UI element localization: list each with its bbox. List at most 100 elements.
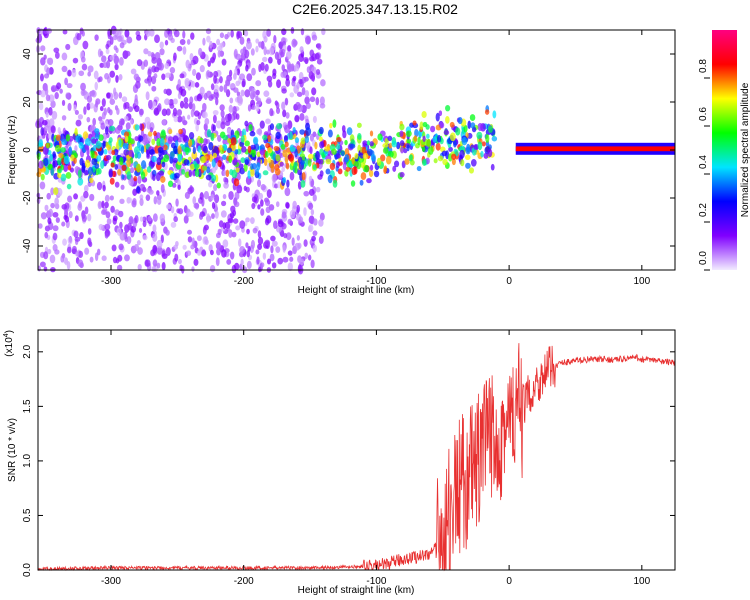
spectrogram-cell [220,109,225,118]
spectrogram-cell [291,237,295,246]
spectrogram-cell [142,220,147,228]
spectrogram-cell [147,216,152,222]
spectrogram-cell [483,152,489,159]
spectrogram-cell [140,160,147,169]
spectrogram-cell [153,107,160,116]
spectrogram-cell [46,192,52,200]
spectrogram-cell [54,51,60,59]
spectrogram-cell [304,96,310,105]
spectrogram-cell [99,50,104,57]
colorbar-gradient [712,30,737,270]
spectrogram-cell [236,68,241,76]
spectrogram-cell [106,144,111,151]
spectrogram-cell [325,158,332,165]
spectrogram-cell [315,96,320,106]
spectrogram-cell [191,237,195,247]
spectrogram-cell [275,201,280,208]
spectrogram-cell [284,155,289,165]
spectrogram-cell [50,202,55,209]
spectrogram-cell [123,149,130,156]
spectrogram-cell [266,75,273,82]
spectrogram-cell [269,123,275,131]
spectrogram-cell [68,146,73,155]
spectrogram-cell [89,193,95,202]
spectrogram-cell [130,139,135,145]
spectrogram-cell [113,45,118,51]
spectrogram-cell [79,157,84,166]
spectrogram-cell [204,117,210,126]
spectrogram-cell [243,163,248,172]
spectrogram-cell [457,116,463,125]
spectrogram-cell [145,194,151,202]
spectrogram-cell [170,173,175,179]
spectrogram-cell [336,136,342,143]
spectrogram-cell [453,140,457,148]
snr-scale-factor: (x104) [3,330,15,357]
spectrogram-cell [182,244,187,250]
spectrogram-cell [484,109,490,115]
spectrogram-cell [62,29,68,35]
spectrogram-cell [300,159,305,166]
spectrogram-cell [224,120,231,127]
spectrogram-cell [192,146,196,155]
spectrogram-cell [65,134,71,142]
spectrogram-cell [235,225,241,231]
spectrogram-cell [422,135,426,142]
spectrogram-cell [196,235,202,242]
spectrogram-cell [304,252,309,260]
spectrogram-cell [134,105,140,113]
spectrogram-cell [485,134,490,143]
spectrogram-cell [421,158,427,166]
spectrogram-cell [172,98,178,105]
spectrogram-cell [116,107,120,116]
spectrogram-cell [118,210,124,218]
spectrogram-cell [262,170,269,176]
spectrogram-cell [297,242,302,249]
spectrogram-cell [156,190,160,196]
spectrogram-cell [49,254,56,264]
spectrogram-cell [296,234,300,241]
spectrogram-cell [235,113,240,120]
spectrogram-cell [270,245,274,254]
spectrogram-cell [179,100,185,109]
spectrogram-cell [147,68,152,77]
spectrogram-cell [304,90,310,98]
spectrogram-cell [284,97,289,106]
spectrogram-cell [67,69,72,77]
spectrogram-cell [468,167,475,174]
spectrogram-cell [128,149,134,157]
spectrogram-cell [67,164,72,171]
spectrogram-cell [250,168,255,177]
spectrogram-cell [77,250,84,259]
spectrogram-cell [404,158,410,165]
spectrogram-cell [106,92,111,99]
spectrogram-cell [87,239,92,247]
spectrogram-cell [291,80,296,87]
spectrogram-cell [84,247,90,255]
spectrogram-cell [170,206,175,214]
spectrogram-y-tick-label: 20 [22,96,33,108]
spectrogram-cell [306,66,311,73]
spectrogram-cell [202,165,208,171]
spectrogram-cell [109,125,116,132]
spectrogram-cell [202,226,207,235]
spectrogram-cell [189,96,194,104]
spectrogram-cell [167,136,174,142]
spectrogram-cell [95,140,102,149]
spectrogram-cell [409,154,413,161]
spectrogram-cell [360,172,367,181]
spectrogram-cell [160,175,166,183]
spectrogram-cell [63,163,69,172]
spectrogram-cell [126,158,131,168]
spectrogram-cell [136,59,143,67]
spectrogram-cell [52,151,56,159]
spectrogram-cell [203,138,208,146]
spectrogram-cell [285,162,290,170]
spectrogram-cell [94,34,99,41]
snr-x-ticks: -300 -200 -100 0 100 [101,330,651,587]
spectrogram-cell [289,131,293,140]
spectrogram-cell [211,166,217,174]
spectrogram-cell [192,55,199,65]
spectrogram-cell [69,167,75,173]
